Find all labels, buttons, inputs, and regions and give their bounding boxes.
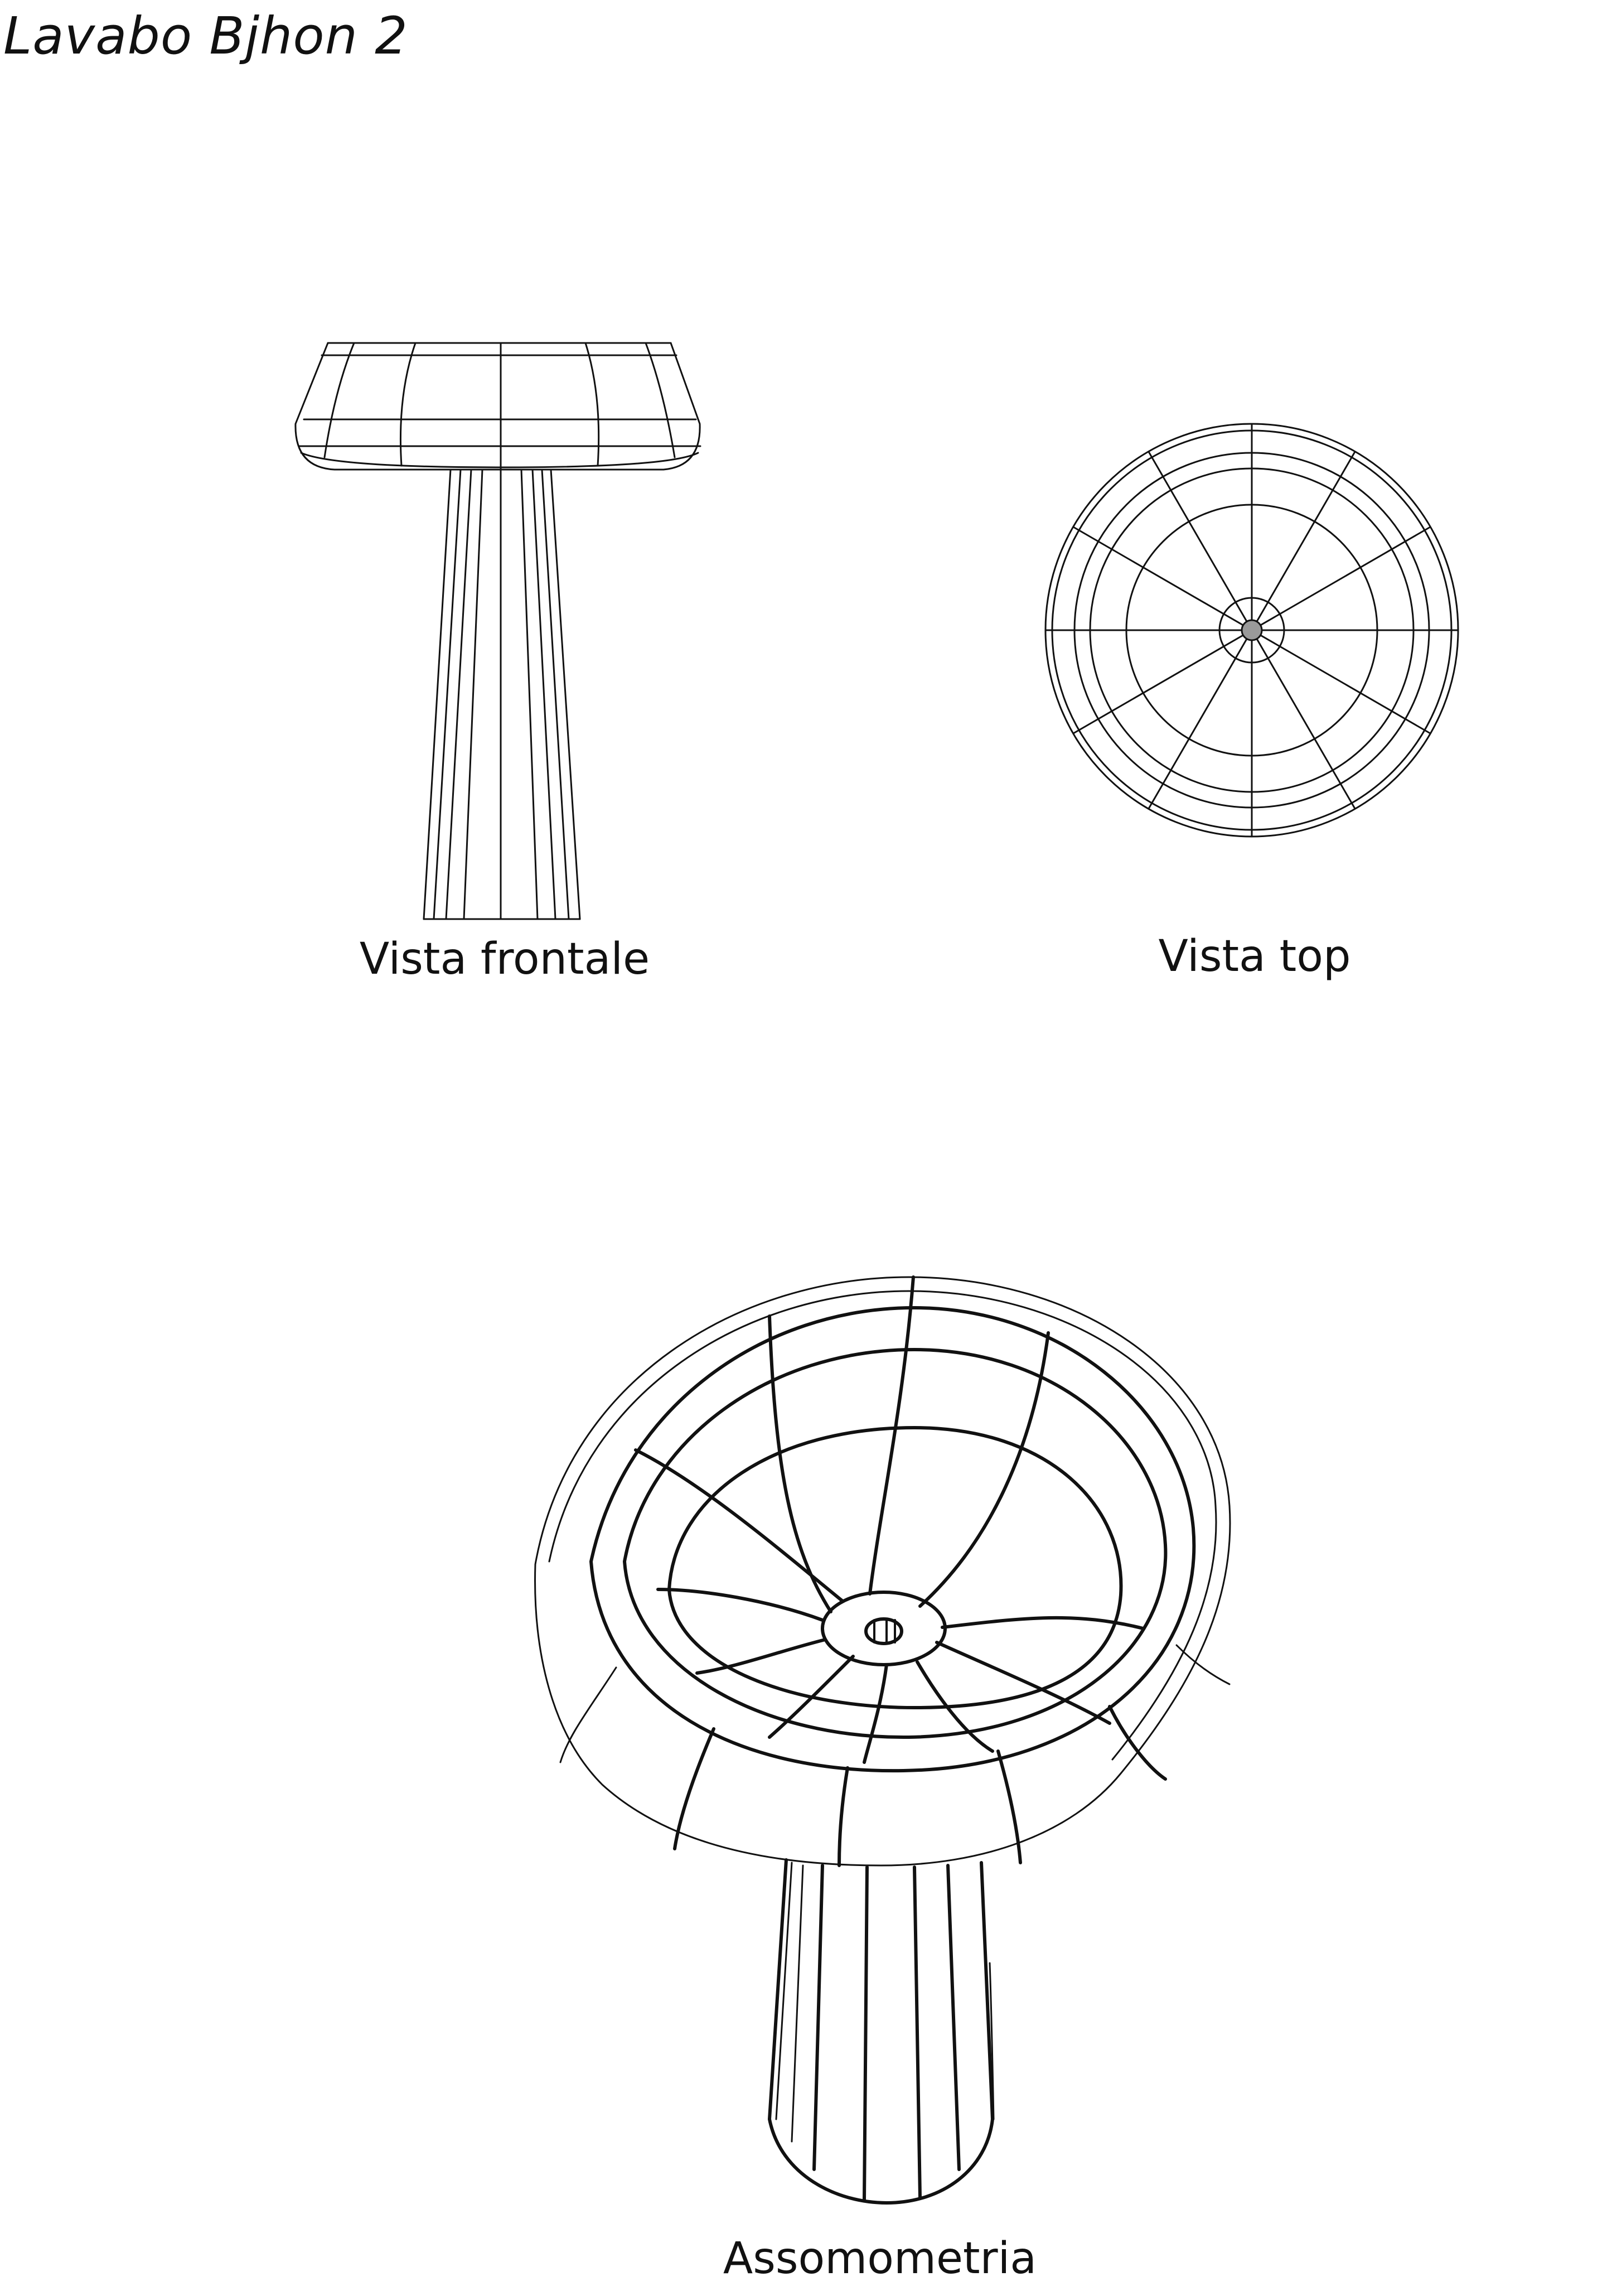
front-view-caption: Vista frontale	[359, 934, 650, 984]
front-band-5	[300, 452, 699, 468]
front-pedestal-line	[531, 468, 556, 920]
axo-pedestal-line	[775, 1862, 793, 2120]
front-pedestal-line	[541, 468, 570, 920]
axo-drain-ring	[821, 1591, 947, 1666]
axo-pedestal-line	[863, 1865, 869, 2202]
axo-body-rib	[1108, 1705, 1167, 1781]
front-pedestal-line	[463, 468, 483, 920]
axo-pedestal-line	[812, 1864, 824, 2171]
axo-rib	[863, 1663, 888, 1764]
front-pedestal-line	[445, 468, 472, 920]
axonometric-view-caption: Assomometria	[723, 2234, 1037, 2284]
front-rib	[645, 342, 676, 458]
axo-rib	[935, 1641, 1111, 1725]
front-view	[294, 342, 701, 920]
axo-bowl	[667, 1426, 1123, 1710]
front-rib	[399, 342, 417, 467]
axo-pedestal-line	[791, 1864, 804, 2143]
top-drain	[1241, 619, 1263, 641]
axo-rib	[768, 1314, 832, 1613]
axo-rib	[941, 1616, 1145, 1630]
axo-rib	[656, 1588, 824, 1622]
top-view-caption: Vista top	[1158, 931, 1351, 982]
front-rib	[323, 342, 355, 458]
axo-rib	[918, 1331, 1050, 1608]
axo-drain	[864, 1617, 903, 1645]
axo-pedestal-line	[913, 1865, 922, 2199]
front-basin-outline	[294, 342, 701, 471]
axo-outer-silhouette	[534, 1276, 1231, 1867]
axo-body-rib	[1175, 1644, 1231, 1685]
axo-pedestal	[768, 1858, 994, 2205]
axo-rim-inner	[623, 1348, 1168, 1739]
axo-pedestal-edge	[989, 1962, 995, 2120]
sheet-title: Lavabo Bjhon 2	[3, 6, 408, 66]
axo-body-rib	[996, 1749, 1022, 1864]
axo-rib	[916, 1660, 994, 1753]
axo-body-rib	[559, 1666, 617, 1763]
axo-rib	[634, 1448, 844, 1602]
front-rib	[584, 342, 600, 467]
front-pedestal-line	[433, 468, 462, 920]
front-pedestal-line	[520, 468, 539, 920]
axo-rib	[868, 1275, 915, 1596]
axo-rib	[695, 1638, 827, 1675]
axo-outer-inner-edge	[548, 1290, 1217, 1761]
axo-body-rib	[673, 1727, 715, 1850]
axo-rib	[768, 1655, 855, 1739]
axo-pedestal-line	[946, 1864, 961, 2171]
axonometric-view	[534, 1275, 1231, 2205]
top-view	[1044, 423, 1459, 838]
axo-body-rib	[838, 1766, 849, 1867]
